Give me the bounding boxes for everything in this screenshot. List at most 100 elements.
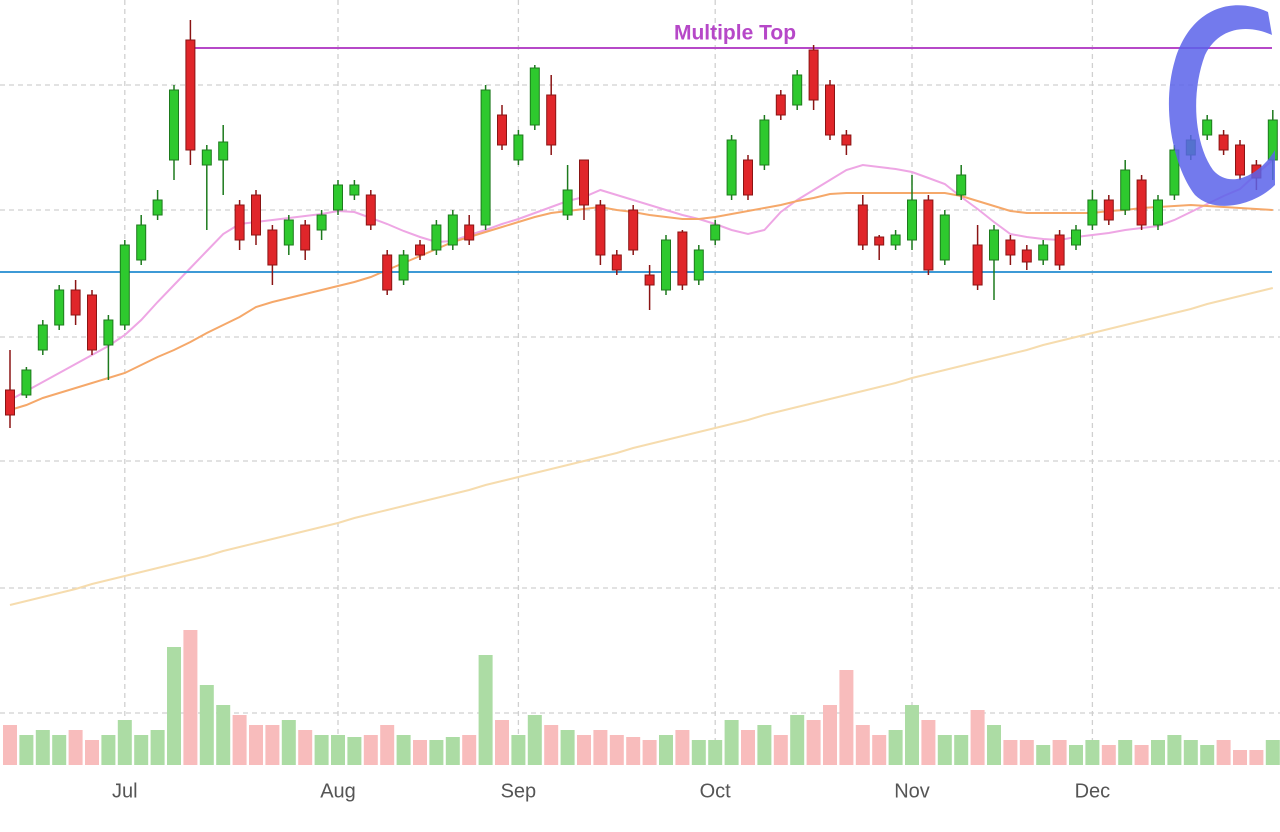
candle-body (939, 214, 950, 261)
volume-bar (560, 730, 575, 765)
candle-body (890, 234, 901, 246)
volume-bar (855, 725, 870, 765)
candle-body (579, 159, 589, 206)
volume-bar (888, 730, 903, 765)
candle-body (1235, 144, 1245, 176)
candle-body (1169, 149, 1180, 196)
candle-body (415, 244, 425, 256)
candle-body (5, 389, 15, 416)
volume-bar (1233, 750, 1247, 765)
volume-bar (1216, 740, 1231, 765)
candle-body (1153, 199, 1163, 226)
candle-body (677, 231, 688, 286)
candle-body (726, 139, 737, 196)
candle-body (611, 254, 622, 271)
volume-bar (675, 730, 690, 765)
candle-body (218, 141, 229, 161)
candle-body (825, 84, 835, 136)
volume-bar (544, 725, 559, 765)
resistance-label: Multiple Top (674, 22, 796, 45)
candle-body (152, 199, 163, 216)
candle-body (972, 244, 983, 286)
volume-bar (347, 737, 362, 765)
candle-body (956, 174, 967, 196)
volume-bar (52, 735, 67, 765)
volume-bar (199, 685, 214, 765)
volume-bar (954, 735, 969, 765)
volume-bar (937, 735, 952, 765)
candle-body (1120, 169, 1131, 211)
volume-bar (101, 735, 116, 765)
volume-bar (19, 735, 34, 765)
candle-body (1202, 119, 1213, 136)
volume-bar (905, 705, 919, 765)
volume-bar (445, 737, 460, 765)
candle-body (251, 194, 261, 236)
volume-bar (1151, 740, 1165, 765)
candle-body (1071, 229, 1081, 246)
volume-bar (183, 630, 198, 765)
x-tick-label: Jul (112, 780, 138, 802)
candle-body (21, 369, 32, 396)
candle-body (283, 219, 294, 246)
volume-bar (527, 715, 542, 765)
candle-body (87, 294, 97, 351)
volume-bar (741, 730, 755, 765)
candle-body (907, 199, 917, 241)
candle-body (382, 254, 393, 291)
volume-bar (1118, 740, 1133, 765)
candle-body (464, 224, 475, 241)
volume-bar (1167, 735, 1182, 765)
candle-body (644, 274, 655, 286)
candle-body (1103, 199, 1114, 221)
candle-body (693, 249, 704, 281)
volume-bar (1019, 740, 1034, 765)
x-tick-label: Aug (320, 780, 356, 802)
volume-bar (823, 705, 837, 765)
volume-bar (1249, 750, 1264, 765)
volume-bar (626, 737, 641, 765)
volume-bar (265, 725, 280, 765)
volume-bar (921, 720, 936, 765)
volume-bar (68, 730, 83, 765)
candle-body (37, 324, 48, 351)
volume-bar (1085, 740, 1100, 765)
volume-bar (773, 735, 788, 765)
candle-body (661, 239, 671, 291)
candle-body (497, 114, 507, 146)
candle-body (743, 159, 753, 196)
volume-bar (1265, 740, 1280, 765)
volume-bar (3, 725, 17, 765)
volume-bar (35, 730, 50, 765)
candle-body (103, 319, 114, 346)
candle-body (595, 204, 606, 256)
candle-body (365, 194, 376, 226)
volume-bar (708, 740, 723, 765)
volume-bar (1183, 740, 1198, 765)
volume-bar (1003, 740, 1018, 765)
candle-body (136, 224, 147, 261)
candle-body (923, 199, 934, 271)
moving-average (9, 192, 1273, 411)
candle-body (1021, 249, 1032, 263)
candle-body (628, 209, 639, 251)
candle-body (562, 189, 573, 216)
candle-body (316, 214, 327, 231)
moving-average (9, 287, 1274, 606)
candle-body (1218, 134, 1229, 151)
candle-body (119, 244, 130, 326)
volume-bar (495, 720, 509, 765)
candle-body (989, 229, 999, 261)
candle-body (70, 289, 81, 316)
candle-body (513, 134, 524, 161)
candle-body (841, 134, 852, 146)
candle-body (300, 224, 311, 251)
volume-bar (363, 735, 378, 765)
volume-bar (806, 720, 821, 765)
volume-bar (1069, 745, 1083, 765)
candle-body (480, 89, 491, 226)
candle-body (431, 224, 442, 251)
volume-bar (85, 740, 99, 765)
candle-body (775, 94, 786, 116)
